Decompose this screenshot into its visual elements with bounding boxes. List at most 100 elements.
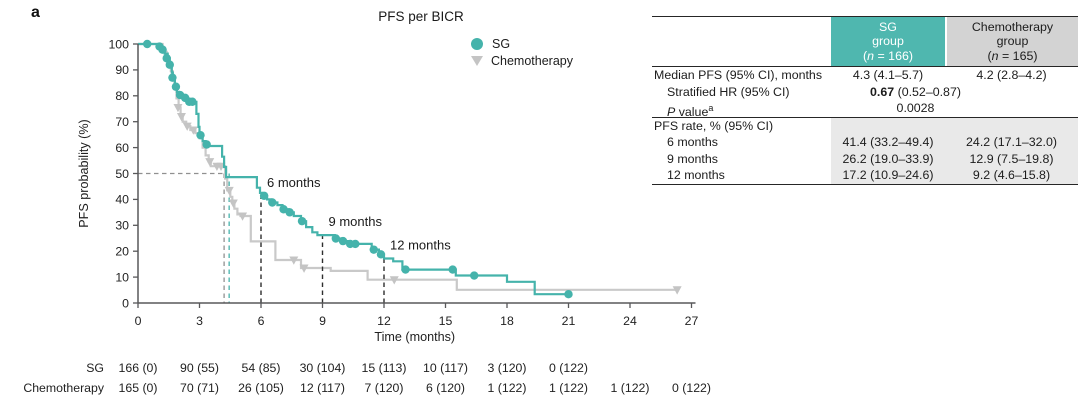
stratified-hr-value: 0.67 (0.52–0.87) [870,84,961,99]
chemotherapy-censor-triangle-icon [672,286,682,295]
at-risk-value: 165 (0) [119,381,158,395]
stratified-hr-label: Stratified HR (95% CI) [667,84,790,99]
sg-group-n: (n = 166) [863,48,913,63]
at-risk-row-label: Chemotherapy [23,381,105,395]
annotation-12-months: 12 months [390,237,451,252]
chemotherapy-censor-triangle-icon [182,122,192,131]
pfs-rate-9mo-sg-value: 26.2 (19.0–33.9) [831,150,945,167]
at-risk-value: 0 (122) [549,361,588,375]
y-axis-title: PFS probability (%) [77,119,91,227]
at-risk-value: 12 (117) [300,381,345,395]
sg-censor-circle-icon [188,97,197,106]
sg-censor-circle-icon [162,54,171,63]
chemotherapy-triangle-icon [471,55,483,66]
sg-censor-circle-icon [564,289,573,299]
sg-censor-circle-icon [401,265,410,274]
sg-censor-circle-icon [470,271,479,280]
at-risk-value: 90 (55) [180,361,219,375]
x-tick-label: 12 [377,314,391,328]
row-pfs-rate-section: PFS rate, % (95% CI) [652,117,1078,134]
sg-censor-circle-icon [369,245,378,254]
at-risk-value: 166 (0) [119,361,158,375]
sg-censor-circle-icon [171,82,181,91]
sg-circle-icon [471,37,483,50]
annotation-6-months: 6 months [267,175,321,190]
x-tick-label: 9 [319,314,326,328]
row-pfs-rate-6mo: 6 months 41.4 (33.2–49.4) 24.2 (17.1–32.… [652,134,1078,151]
x-tick-label: 15 [439,314,453,328]
chemotherapy-censor-triangle-icon [299,264,309,273]
sg-censor-circle-icon [448,265,457,274]
pfs-rate-section-shade [831,117,1078,134]
y-tick-label: 50 [115,167,129,181]
at-risk-value: 0 (122) [672,381,711,395]
results-table-header-row: SG group (n = 166) Chemotherapy group (n… [652,17,1078,66]
header-empty-cell [652,17,831,66]
chart-legend: SG Chemotherapy [471,35,573,69]
chemotherapy-censor-triangle-icon [389,276,399,285]
y-tick-label: 100 [108,37,129,51]
at-risk-value: 10 (117) [423,361,468,375]
chemo-group-name: Chemotherapy [971,19,1054,34]
at-risk-value: 1 (122) [611,381,650,395]
at-risk-value: 30 (104) [300,361,346,375]
x-tick-label: 27 [685,314,699,328]
sg-censor-circle-icon [196,130,205,140]
x-tick-label: 21 [562,314,576,328]
chemotherapy-censor-triangle-icon [224,186,234,196]
pfs-rate-12mo-label: 12 months [667,168,725,182]
median-pfs-label: Median PFS (95% CI), months [654,68,823,82]
p-value-value: 0.0028 [896,101,935,115]
sg-censor-circle-icon [143,39,152,49]
chemotherapy-censor-triangle-icon [228,199,238,208]
pfs-rate-6mo-chemo-value: 24.2 (17.1–32.0) [945,134,1078,151]
header-chemotherapy-group: Chemotherapy group (n = 165) [945,17,1078,66]
at-risk-value: 7 (120) [365,381,404,395]
at-risk-value: 70 (71) [180,381,219,395]
y-tick-label: 30 [115,219,129,233]
chemotherapy-censor-triangle-icon [289,256,299,265]
legend-label-sg: SG [492,36,511,51]
x-tick-label: 24 [623,314,637,328]
legend-item-sg: SG [471,35,573,52]
row-stratified-hr: Stratified HR (95% CI) 0.67 (0.52–0.87) [652,84,1078,101]
x-tick-label: 3 [196,314,203,328]
sg-censor-circle-icon [376,250,386,259]
pfs-rate-12mo-chemo-value: 9.2 (4.6–15.8) [945,167,1078,184]
results-table: SG group (n = 166) Chemotherapy group (n… [652,16,1078,185]
p-value-label: P valuea [667,103,714,120]
y-tick-label: 60 [115,141,129,155]
at-risk-value: 26 (105) [238,381,284,395]
pfs-rate-6mo-label: 6 months [667,135,718,149]
sg-censor-circle-icon [351,239,360,249]
x-tick-label: 18 [500,314,514,328]
chemotherapy-censor-triangle-icon [205,158,215,167]
median-pfs-chemo-value: 4.2 (2.8–4.2) [976,68,1047,82]
kaplan-meier-chart: 0 10 20 30 40 50 60 70 80 90 100 0 3 6 9 12 15 18 21 24 27 Ti… [23,37,711,395]
table-rule [652,116,1078,118]
x-tick-label: 6 [258,314,265,328]
pfs-rate-9mo-label: 9 months [667,151,718,166]
sg-censor-circle-icon [165,60,174,69]
chemo-group-n: (n = 165) [987,48,1038,63]
x-axis-title: Time (months) [374,330,455,344]
y-tick-label: 40 [115,193,129,207]
sg-censor-circle-icon [259,191,269,200]
chart-title: PFS per BICR [378,9,464,24]
pfs-rate-9mo-chemo-value: 12.9 (7.5–19.8) [945,150,1078,167]
median-pfs-sg-value: 4.3 (4.1–5.7) [852,68,924,82]
table-rule [652,66,1078,67]
sg-censor-circle-icon [168,73,177,82]
sg-curve [138,42,569,296]
chemotherapy-censor-triangle-icon [173,103,183,113]
y-tick-label: 0 [122,296,129,310]
chemotherapy-censor-triangle-icon [238,212,248,221]
sg-censor-circle-icon [297,216,307,226]
pfs-rate-6mo-sg-value: 41.4 (33.2–49.4) [831,134,945,151]
legend-item-chemotherapy: Chemotherapy [471,52,573,69]
at-risk-value: 1 (122) [549,381,588,395]
pfs-rate-section-label: PFS rate, % (95% CI) [654,118,774,133]
at-risk-value: 54 (85) [242,361,281,375]
at-risk-row-label: SG [86,361,104,375]
